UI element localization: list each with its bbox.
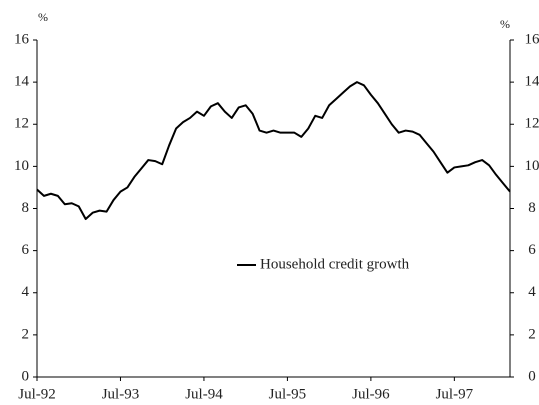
x-tick-label: Jul-95 [269,386,307,402]
y2-tick-label: 0 [528,368,536,384]
y2-tick-label: 8 [528,200,536,216]
x-tick-label: Jul-97 [436,386,474,402]
y2-tick-label: 4 [528,284,536,300]
y-tick-label: 12 [14,116,29,132]
y-tick-label: 8 [22,200,30,216]
x-tick-label: Jul-96 [352,386,390,402]
y2-tick-label: 2 [528,326,536,342]
y-tick-label: 14 [14,74,30,90]
y2-tick-label: 14 [525,74,539,90]
y-tick-label: 10 [14,158,29,174]
y2-tick-label: 16 [525,31,539,47]
y-tick-label: 2 [22,326,30,342]
y2-tick-label: 6 [528,242,536,258]
y-tick-label: 0 [22,368,30,384]
x-tick-label: Jul-94 [185,386,223,402]
y2-tick-label: 12 [525,116,539,132]
y-unit: % [38,10,48,24]
x-tick-label: Jul-93 [102,386,140,402]
data-line [36,81,511,221]
y-tick-label: 6 [22,242,30,258]
y-tick-label: 16 [14,31,30,47]
y-tick-label: 4 [22,284,30,300]
y2-unit: % [500,17,510,31]
y2-tick-label: 10 [525,158,539,174]
x-tick-label: Jul-92 [18,386,56,402]
legend-label: Household credit growth [260,256,410,272]
